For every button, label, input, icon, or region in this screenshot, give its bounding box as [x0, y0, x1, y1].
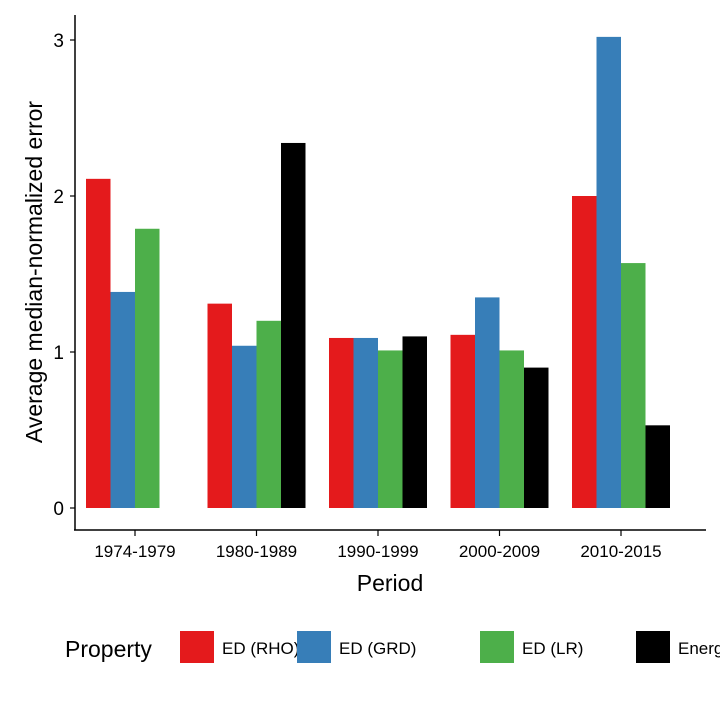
bar-ed-lr-2000-2009	[499, 350, 524, 508]
bar-energy-2010-2015	[645, 425, 670, 508]
legend-title: Property	[65, 636, 152, 662]
x-tick-label: 1990-1999	[337, 542, 418, 561]
y-axis-label: Average median-normalized error	[21, 101, 47, 444]
bar-ed-lr-2010-2015	[621, 263, 646, 508]
y-tick-label: 1	[53, 343, 64, 364]
legend-swatch	[297, 631, 331, 663]
bar-energy-1990-1999	[402, 336, 427, 508]
y-ticks: 0 1 2 3	[53, 31, 75, 520]
bar-energy-1980-1989	[281, 142, 306, 508]
x-tick-label: 1974-1979	[94, 542, 175, 561]
bar-ed-grd-1990-1999	[353, 337, 378, 508]
legend-label: ED (LR)	[522, 639, 583, 658]
bar-ed-rho-2010-2015	[572, 196, 597, 508]
bar-ed-rho-1974-1979	[86, 178, 111, 508]
y-tick-label: 2	[53, 187, 64, 208]
x-ticks: 1974-1979 1980-1989 1990-1999 2000-2009 2010…	[94, 530, 662, 561]
bar-ed-rho-1980-1989	[207, 303, 232, 508]
bar-ed-lr-1974-1979	[135, 228, 160, 508]
x-tick-label: 2000-2009	[459, 542, 540, 561]
bar-ed-lr-1980-1989	[256, 320, 281, 508]
legend-label: Energy	[678, 639, 720, 658]
x-tick-label: 1980-1989	[216, 542, 297, 561]
bar-ed-grd-1974-1979	[110, 291, 135, 508]
x-axis-label: Period	[357, 570, 423, 596]
bar-ed-lr-1990-1999	[378, 350, 403, 508]
legend-label: ED (GRD)	[339, 639, 416, 658]
x-tick-label: 2010-2015	[580, 542, 661, 561]
legend-swatch	[636, 631, 670, 663]
bar-ed-rho-2000-2009	[450, 334, 475, 508]
bar-ed-grd-2000-2009	[475, 297, 500, 508]
bar-energy-2000-2009	[524, 367, 549, 508]
legend-label: ED (RHO)	[222, 639, 299, 658]
legend-swatch	[180, 631, 214, 663]
bars-group	[86, 36, 670, 508]
y-tick-label: 0	[53, 499, 64, 520]
bar-ed-grd-1980-1989	[232, 345, 257, 508]
bar-ed-grd-2010-2015	[596, 36, 621, 508]
legend: Property ED (RHO) ED (GRD) ED (LR) Energy	[65, 631, 720, 663]
bar-ed-rho-1990-1999	[329, 337, 354, 508]
y-tick-label: 3	[53, 31, 64, 52]
legend-swatch	[480, 631, 514, 663]
